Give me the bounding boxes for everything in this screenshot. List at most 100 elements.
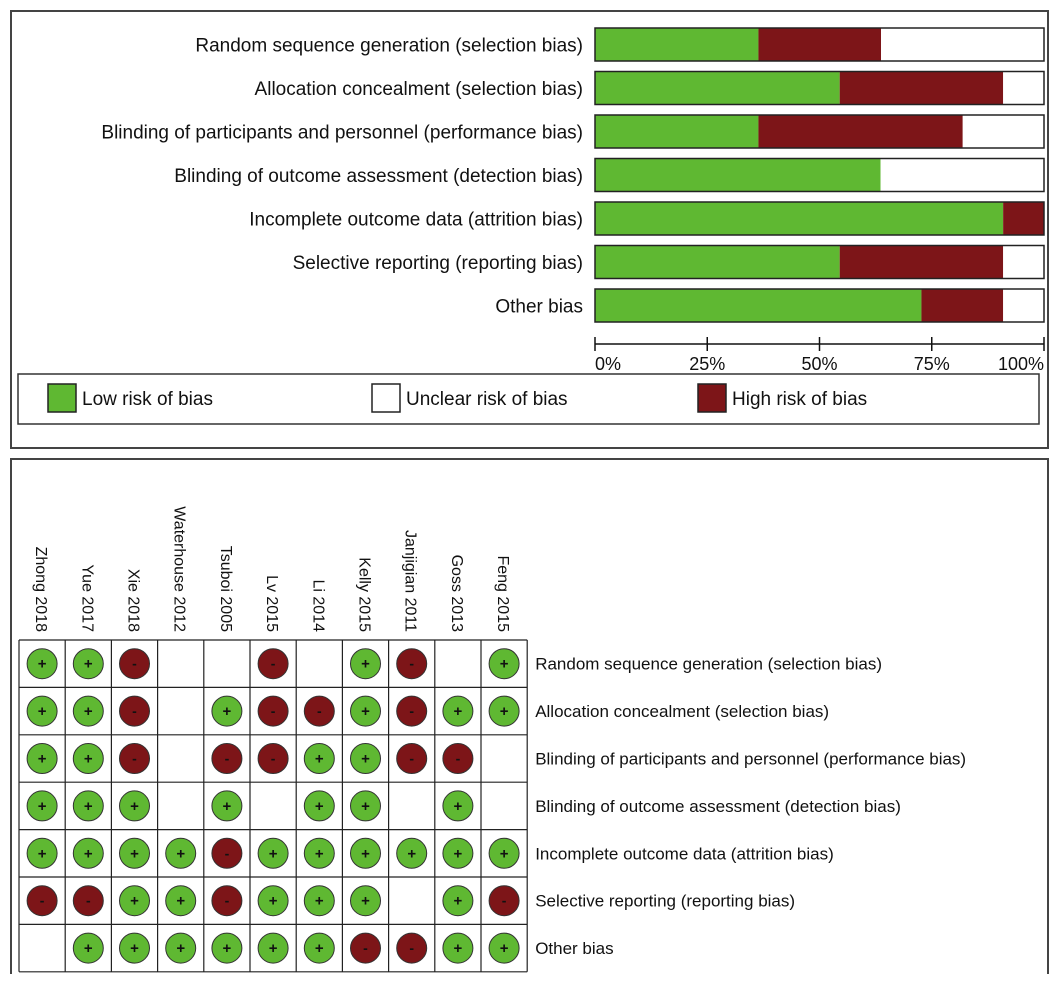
judgement-symbol-low: + bbox=[130, 893, 139, 910]
judgement-high: - bbox=[72, 885, 104, 917]
judgement-symbol-low: + bbox=[38, 703, 47, 720]
judgement-circle-low bbox=[26, 695, 58, 727]
judgement-low: + bbox=[26, 837, 58, 869]
judgement-circle-low bbox=[26, 790, 58, 822]
x-tick-label: 50% bbox=[801, 354, 837, 374]
bar-category-label: Random sequence generation (selection bi… bbox=[195, 36, 583, 57]
judgement-circle-high bbox=[257, 695, 289, 727]
judgement-symbol-low: + bbox=[84, 798, 93, 815]
judgement-symbol-low: + bbox=[84, 940, 93, 957]
legend-box bbox=[17, 373, 1040, 425]
bar-outline bbox=[594, 70, 1045, 106]
judgement-symbol-low: + bbox=[315, 940, 324, 957]
judgement-low: + bbox=[119, 885, 150, 917]
bar-segment-unclear bbox=[1003, 71, 1044, 105]
legend-swatch-low bbox=[47, 383, 77, 413]
judgement-circle-high bbox=[72, 885, 104, 917]
judgement-low: + bbox=[119, 932, 150, 964]
risk-of-bias-graph-panel: Random sequence generation (selection bi… bbox=[10, 10, 1049, 449]
judgement-low: + bbox=[165, 932, 197, 964]
judgement-circle-low bbox=[165, 885, 197, 917]
judgement-circle-high bbox=[396, 932, 428, 964]
judgement-low: + bbox=[165, 885, 197, 917]
judgement-circle-low bbox=[396, 837, 428, 869]
judgement-circle-low bbox=[165, 837, 197, 869]
judgement-circle-low bbox=[211, 932, 243, 964]
judgement-low: + bbox=[72, 932, 104, 964]
judgement-symbol-low: + bbox=[454, 893, 463, 910]
domain-label: Selective reporting (reporting bias) bbox=[535, 892, 795, 911]
judgement-high: - bbox=[442, 743, 474, 774]
judgement-low: + bbox=[303, 743, 335, 774]
legend-label-high: High risk of bias bbox=[732, 389, 867, 410]
judgement-circle-low bbox=[303, 790, 335, 822]
judgement-low: + bbox=[211, 932, 243, 964]
judgement-symbol-low: + bbox=[361, 703, 370, 720]
judgement-circle-low bbox=[350, 885, 381, 917]
judgement-low: + bbox=[26, 790, 58, 822]
judgement-low: + bbox=[350, 790, 381, 822]
judgement-circle-low bbox=[119, 932, 150, 964]
judgement-low: + bbox=[488, 648, 520, 680]
judgement-symbol-low: + bbox=[500, 703, 509, 720]
legend-swatch-unclear bbox=[371, 383, 401, 413]
study-header: Xie 2018 bbox=[125, 569, 142, 632]
x-tick-label: 100% bbox=[998, 354, 1044, 374]
judgement-low: + bbox=[350, 837, 381, 869]
judgement-circle-low bbox=[442, 790, 474, 822]
judgement-symbol-low: + bbox=[176, 845, 185, 862]
bar-segment-unclear bbox=[962, 115, 1044, 148]
judgement-low: + bbox=[26, 648, 58, 680]
judgement-low: + bbox=[442, 695, 474, 727]
risk-of-bias-summary-panel: Zhong 2018 Yue 2017 Xie 2018 Waterhouse 201… bbox=[10, 458, 1049, 974]
study-header: Kelly 2015 bbox=[356, 557, 373, 632]
judgement-symbol-high: - bbox=[409, 940, 414, 956]
judgement-symbol-low: + bbox=[84, 656, 93, 673]
judgement-high: - bbox=[396, 695, 428, 727]
judgement-low: + bbox=[442, 932, 474, 964]
bar-outline bbox=[594, 27, 1045, 62]
judgement-low: + bbox=[350, 743, 381, 774]
judgement-symbol-high: - bbox=[132, 656, 137, 672]
judgement-circle-high bbox=[396, 648, 428, 680]
study-header: Li 2014 bbox=[309, 580, 326, 633]
judgement-symbol-low: + bbox=[315, 893, 324, 910]
x-tick-label: 75% bbox=[914, 354, 950, 374]
judgement-symbol-low: + bbox=[315, 751, 324, 768]
judgement-symbol-low: + bbox=[176, 940, 185, 957]
bar-segment-unclear bbox=[1003, 245, 1044, 279]
judgement-circle-high bbox=[257, 648, 289, 680]
judgement-symbol-high: - bbox=[317, 703, 322, 719]
risk-of-bias-summary: Zhong 2018 Yue 2017 Xie 2018 Waterhouse 201… bbox=[18, 506, 966, 973]
judgement-symbol-high: - bbox=[40, 893, 45, 909]
judgement-circle-low bbox=[350, 648, 381, 680]
bar-segment-high bbox=[758, 115, 963, 148]
bar-category-label: Selective reporting (reporting bias) bbox=[293, 253, 583, 274]
judgement-circle-low bbox=[72, 790, 104, 822]
bar-outline bbox=[594, 157, 1045, 193]
judgement-circle-low bbox=[488, 695, 520, 727]
judgement-symbol-low: + bbox=[454, 845, 463, 862]
study-header: Feng 2015 bbox=[494, 555, 511, 632]
judgement-symbol-high: - bbox=[409, 751, 414, 767]
judgement-symbol-low: + bbox=[223, 940, 232, 957]
judgement-circle-low bbox=[442, 695, 474, 727]
judgement-low: + bbox=[211, 790, 243, 822]
bar-category-label: Incomplete outcome data (attrition bias) bbox=[249, 210, 583, 231]
judgement-symbol-high: - bbox=[271, 751, 276, 767]
judgement-symbol-low: + bbox=[269, 893, 278, 910]
judgement-symbol-low: + bbox=[38, 798, 47, 815]
judgement-high: - bbox=[119, 695, 150, 727]
judgement-symbol-low: + bbox=[500, 656, 509, 673]
judgement-low: + bbox=[303, 837, 335, 869]
study-header: Zhong 2018 bbox=[32, 547, 49, 633]
bar-category-label: Blinding of outcome assessment (detectio… bbox=[174, 166, 583, 187]
judgement-low: + bbox=[442, 837, 474, 869]
judgement-low: + bbox=[257, 932, 289, 964]
judgement-high: - bbox=[119, 743, 150, 774]
judgement-low: + bbox=[396, 837, 428, 869]
judgement-low: + bbox=[257, 837, 289, 869]
judgement-symbol-high: - bbox=[409, 703, 414, 719]
judgement-symbol-low: + bbox=[130, 845, 139, 862]
judgement-low: + bbox=[303, 790, 335, 822]
